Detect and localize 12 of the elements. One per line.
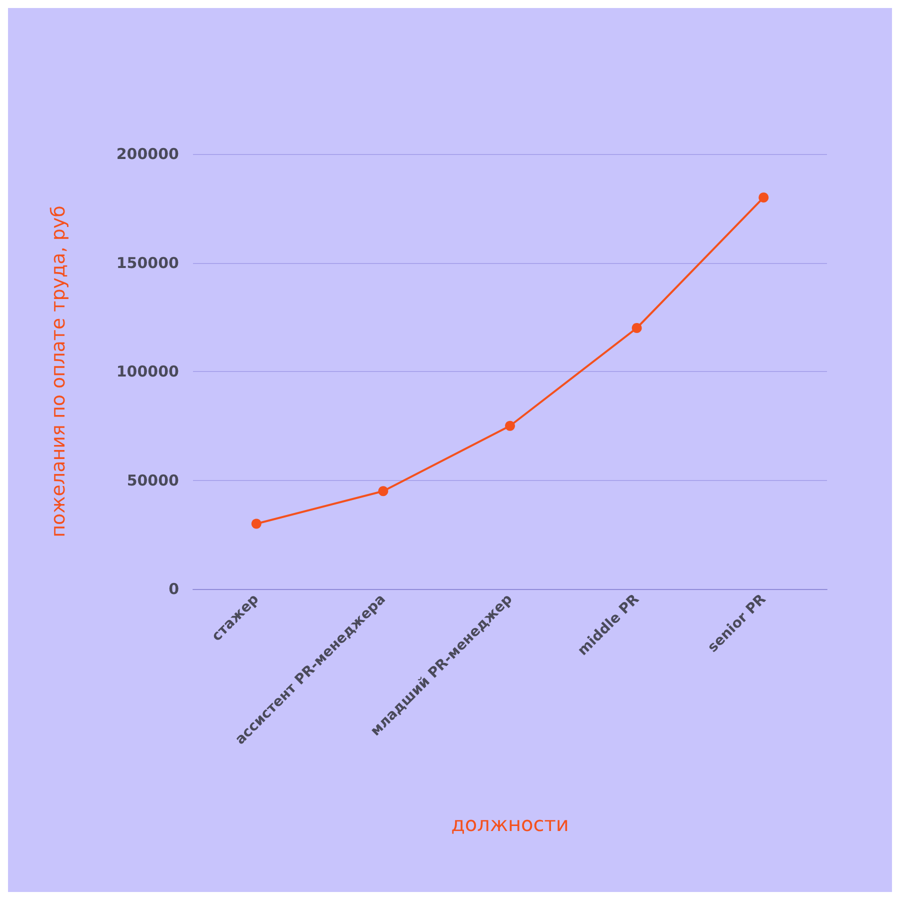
y-tick-label: 100000 [116, 362, 179, 380]
y-axis-title: пожелания по оплате труда, руб [48, 206, 70, 538]
point [758, 192, 769, 202]
x-axis-title: должности [451, 812, 569, 836]
point [632, 323, 642, 333]
y-tick-label: 50000 [126, 471, 179, 490]
y-tick-label: 0 [168, 580, 179, 598]
y-tick-label: 150000 [116, 254, 179, 272]
y-tick-label: 200000 [116, 145, 179, 163]
point [505, 420, 515, 431]
point [378, 486, 388, 496]
point [251, 518, 262, 529]
